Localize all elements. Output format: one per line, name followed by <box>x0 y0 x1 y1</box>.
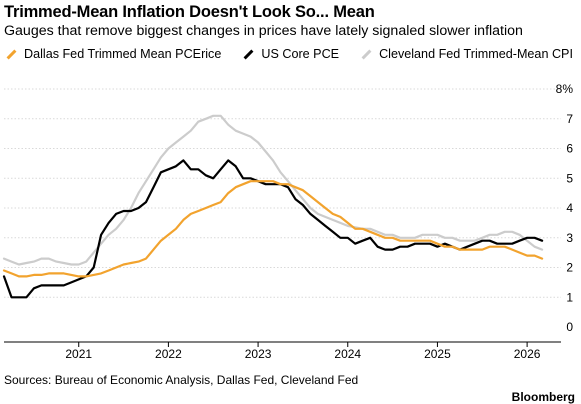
legend-label-cleveland: Cleveland Fed Trimmed-Mean CPI <box>379 47 573 61</box>
series-line-cleveland-fed-trimmed-mean-cpi <box>2 114 544 266</box>
x-tick-label-2022: 2022 <box>155 347 182 361</box>
y-tick-label-7: 7 <box>566 112 573 126</box>
source-note: Sources: Bureau of Economic Analysis, Da… <box>4 373 359 387</box>
y-tick-label-2: 2 <box>566 261 573 275</box>
legend-item-cleveland: Cleveland Fed Trimmed-Mean CPI <box>361 47 573 61</box>
x-tick-label-2026: 2026 <box>514 347 541 361</box>
legend-label-dallas: Dallas Fed Trimmed Mean PCErice <box>24 47 222 61</box>
x-tick-label-2024: 2024 <box>334 347 361 361</box>
x-tick-label-2021: 2021 <box>65 347 92 361</box>
legend-label-core-pce: US Core PCE <box>261 47 340 61</box>
y-tick-label-3: 3 <box>566 231 573 245</box>
y-tick-label-1: 1 <box>566 290 573 304</box>
series-line-dallas-fed-trimmed-mean-pcerice <box>2 180 544 278</box>
y-tick-label-8: 8% <box>556 82 574 96</box>
legend-item-dallas: Dallas Fed Trimmed Mean PCErice <box>6 47 221 61</box>
legend: Dallas Fed Trimmed Mean PCErice US Core … <box>6 46 581 62</box>
y-tick-label-6: 6 <box>566 142 573 156</box>
x-tick-label-2025: 2025 <box>424 347 451 361</box>
y-tick-label-5: 5 <box>566 171 573 185</box>
x-tick-label-2023: 2023 <box>245 347 272 361</box>
chart-subtitle: Gauges that remove biggest changes in pr… <box>4 23 523 39</box>
legend-item-core-pce: US Core PCE <box>243 47 339 61</box>
bloomberg-logo: Bloomberg <box>511 390 575 404</box>
chart-title: Trimmed-Mean Inflation Doesn't Look So..… <box>4 3 375 21</box>
y-tick-label-4: 4 <box>566 201 573 215</box>
y-tick-label-0: 0 <box>566 320 573 334</box>
